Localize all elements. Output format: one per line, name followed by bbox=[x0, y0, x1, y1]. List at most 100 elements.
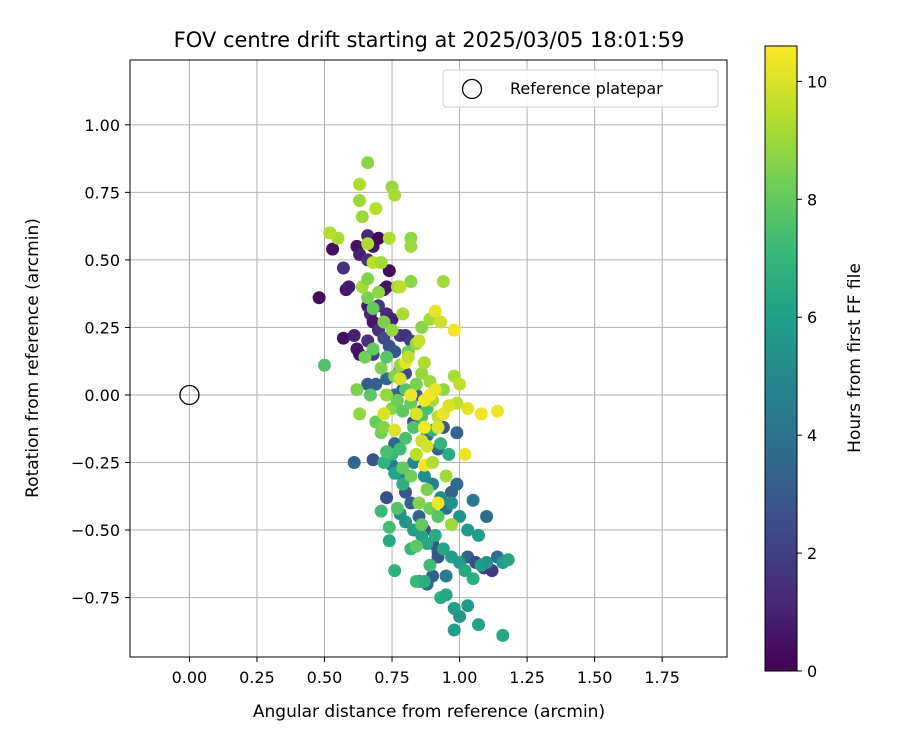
data-point bbox=[361, 237, 375, 251]
data-point bbox=[361, 291, 375, 305]
colorbar-tick-label: 8 bbox=[807, 190, 817, 209]
data-point bbox=[472, 528, 485, 542]
data-point bbox=[450, 477, 464, 491]
data-point bbox=[396, 307, 410, 321]
data-point bbox=[404, 388, 418, 402]
data-point bbox=[466, 572, 480, 586]
data-point bbox=[336, 261, 350, 275]
data-point bbox=[353, 177, 367, 191]
data-point bbox=[401, 350, 415, 364]
data-point bbox=[380, 350, 394, 364]
data-point bbox=[393, 442, 407, 456]
data-point bbox=[420, 439, 434, 453]
data-point bbox=[390, 501, 404, 515]
data-point bbox=[374, 256, 388, 270]
data-point bbox=[396, 477, 410, 491]
data-point bbox=[404, 469, 418, 483]
chart-title: FOV centre drift starting at 2025/03/05 … bbox=[174, 28, 685, 52]
data-point bbox=[393, 372, 407, 386]
y-axis-label: Rotation from reference (arcmin) bbox=[23, 218, 43, 498]
data-point bbox=[347, 329, 361, 342]
data-point bbox=[366, 453, 380, 467]
legend-reference-marker bbox=[461, 78, 483, 100]
data-point bbox=[409, 407, 423, 421]
data-point bbox=[350, 383, 364, 397]
y-axis-ticks: −0.75 −0.50 −0.25 0.00 0.25 0.50 0.75 1.00 bbox=[71, 116, 130, 608]
data-point bbox=[409, 377, 423, 391]
colorbar: 0 2 4 6 8 10 Hours from first FF file bbox=[764, 45, 865, 681]
data-point bbox=[380, 491, 394, 505]
data-point bbox=[347, 456, 361, 469]
data-point bbox=[458, 447, 472, 461]
x-tick-label: 0.25 bbox=[239, 668, 275, 687]
colorbar-label: Hours from first FF file bbox=[845, 263, 865, 453]
data-point bbox=[388, 564, 402, 578]
data-point bbox=[353, 194, 367, 207]
data-point bbox=[326, 242, 340, 256]
data-point bbox=[417, 574, 431, 588]
data-point bbox=[374, 504, 388, 518]
data-point bbox=[374, 361, 388, 375]
data-point bbox=[428, 304, 442, 318]
x-axis-ticks: 0.00 0.25 0.50 0.75 1.00 1.25 1.50 1.75 bbox=[172, 657, 680, 687]
data-point bbox=[442, 399, 456, 413]
data-point bbox=[393, 280, 407, 294]
data-point bbox=[366, 342, 380, 356]
data-point bbox=[417, 356, 431, 370]
data-point bbox=[447, 623, 461, 637]
y-tick-label: −0.50 bbox=[71, 521, 120, 540]
reference-platepar-marker bbox=[179, 384, 200, 406]
data-point bbox=[361, 272, 375, 286]
x-tick-label: 0.00 bbox=[172, 668, 208, 687]
data-point bbox=[415, 320, 429, 334]
y-tick-label: 0.25 bbox=[84, 318, 120, 337]
data-point bbox=[415, 518, 429, 532]
data-point bbox=[380, 388, 394, 402]
data-point bbox=[417, 469, 431, 483]
y-tick-label: 0.50 bbox=[84, 251, 120, 270]
data-point bbox=[377, 407, 391, 421]
data-point bbox=[407, 420, 421, 434]
data-point bbox=[412, 334, 426, 348]
data-point bbox=[342, 280, 356, 294]
y-tick-label: −0.75 bbox=[71, 589, 120, 608]
data-point bbox=[453, 510, 467, 523]
y-tick-label: 1.00 bbox=[84, 116, 120, 135]
data-point bbox=[461, 402, 475, 415]
data-point bbox=[426, 456, 440, 469]
data-point bbox=[377, 315, 391, 329]
data-point bbox=[382, 520, 396, 534]
data-point bbox=[445, 496, 458, 510]
data-point bbox=[336, 331, 350, 345]
data-point bbox=[361, 156, 375, 170]
data-point bbox=[461, 523, 475, 537]
data-point bbox=[369, 202, 383, 216]
data-point bbox=[390, 393, 404, 407]
legend-box bbox=[442, 69, 719, 108]
data-point bbox=[366, 302, 380, 315]
data-point bbox=[420, 537, 434, 550]
data-point bbox=[450, 426, 464, 440]
data-point bbox=[353, 407, 367, 421]
data-point bbox=[412, 496, 426, 510]
data-point bbox=[409, 447, 423, 461]
data-point bbox=[490, 404, 504, 418]
x-tick-label: 1.75 bbox=[644, 668, 680, 687]
data-point bbox=[496, 628, 510, 642]
data-point bbox=[434, 315, 448, 329]
data-points bbox=[312, 156, 515, 642]
x-tick-label: 1.25 bbox=[509, 668, 545, 687]
data-point bbox=[472, 618, 485, 632]
x-tick-label: 1.00 bbox=[442, 668, 478, 687]
data-point bbox=[439, 469, 453, 483]
data-point bbox=[480, 556, 494, 569]
data-point bbox=[382, 264, 396, 278]
legend-label-reference-platepar: Reference platepar bbox=[510, 79, 663, 98]
x-axis-label: Angular distance from reference (arcmin) bbox=[253, 702, 605, 722]
data-point bbox=[431, 510, 445, 523]
data-point bbox=[372, 285, 385, 299]
colorbar-tick-label: 4 bbox=[807, 426, 817, 445]
data-point bbox=[439, 569, 453, 583]
data-point bbox=[323, 226, 337, 240]
data-point bbox=[453, 610, 467, 623]
